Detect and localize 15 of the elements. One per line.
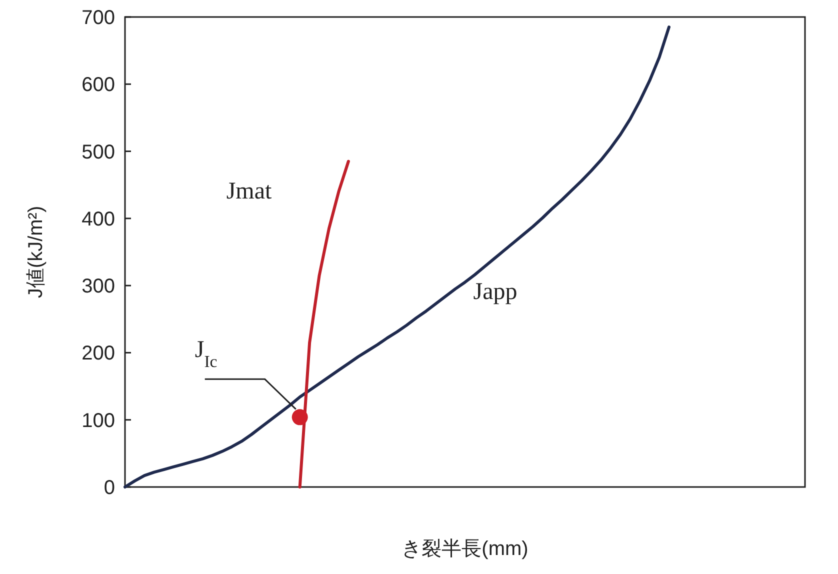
x-axis-title: き裂半長(mm) xyxy=(402,538,528,560)
text: Jmat xyxy=(226,178,272,204)
annotation: J$_{Ic}$ xyxy=(194,337,218,371)
y-tick-label: 400 xyxy=(82,208,115,230)
line-series xyxy=(124,26,670,488)
y-tick-label: 100 xyxy=(82,410,115,432)
y-tick-label: 300 xyxy=(82,276,115,298)
series-label: Japp xyxy=(473,278,518,305)
line-series xyxy=(298,160,350,488)
y-tick-label: 600 xyxy=(82,74,115,96)
y-tick-label: 200 xyxy=(82,342,115,365)
y-tick-label: 0 xyxy=(104,477,115,499)
y-tick-label: 700 xyxy=(82,7,115,29)
y-axis-title: J値(kJ/m²) xyxy=(25,206,47,298)
y-tick-label: 500 xyxy=(82,141,115,164)
